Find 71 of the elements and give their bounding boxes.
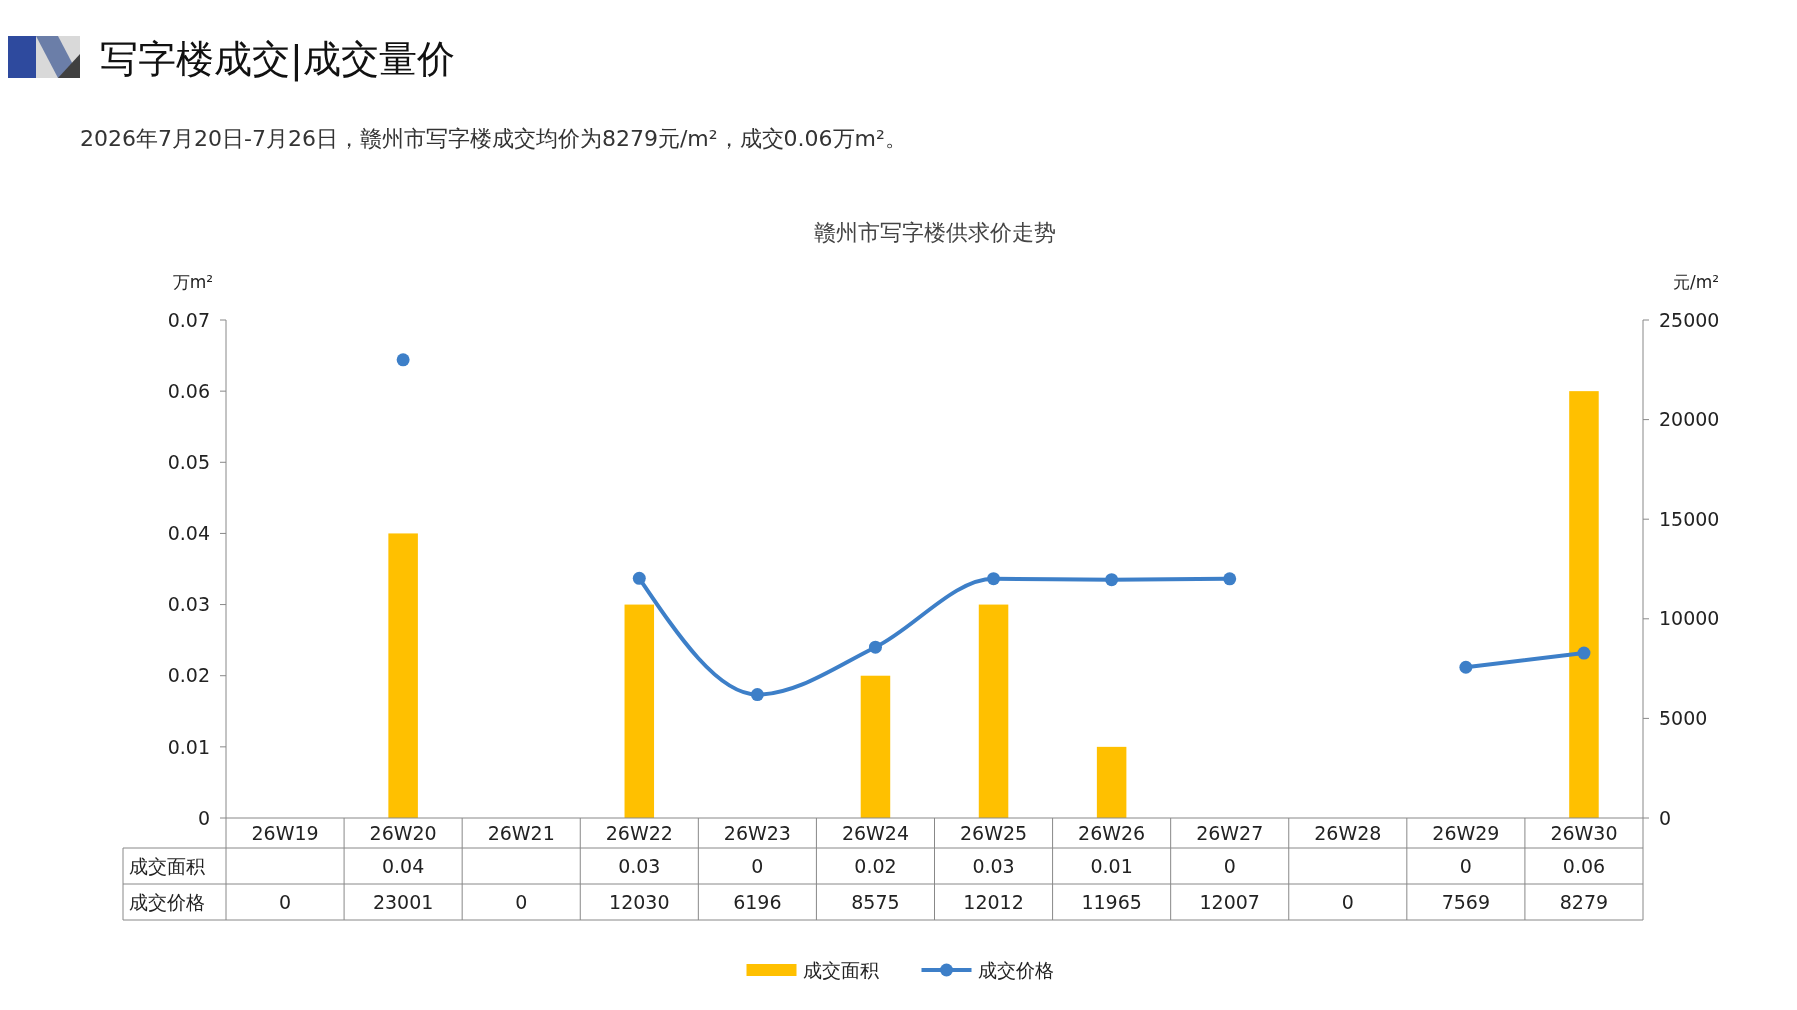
bar xyxy=(1569,391,1599,818)
data-label: 12012 xyxy=(963,890,1024,913)
x-tick-label: 26W27 xyxy=(1196,821,1264,844)
legend-label: 成交面积 xyxy=(802,958,879,981)
data-label: 0.03 xyxy=(618,854,661,877)
y-tick-label: 0.03 xyxy=(167,593,210,616)
x-tick-label: 26W20 xyxy=(369,821,437,844)
legend-label: 成交价格 xyxy=(977,958,1054,981)
x-tick-label: 26W24 xyxy=(841,821,910,844)
x-tick-label: 26W30 xyxy=(1550,821,1618,844)
data-label: 11965 xyxy=(1081,890,1142,913)
y2-tick-label: 15000 xyxy=(1659,507,1720,530)
point xyxy=(632,571,646,585)
y-tick-label: 0.04 xyxy=(167,522,210,545)
data-label: 8575 xyxy=(851,890,900,913)
data-label: 0 xyxy=(1223,854,1236,877)
y-tick-label: 0.05 xyxy=(167,450,210,473)
y-tick-label: 0.02 xyxy=(167,664,210,687)
data-label: 0.03 xyxy=(972,854,1015,877)
point xyxy=(1459,660,1473,674)
bar xyxy=(1096,746,1127,818)
y-axis-title: 万m² xyxy=(172,272,214,292)
data-label: 7569 xyxy=(1441,890,1491,913)
data-label: 0.01 xyxy=(1090,854,1133,877)
y-tick-label: 0.01 xyxy=(167,735,210,758)
text: 写字楼成交|成交量价 xyxy=(100,37,455,82)
y-tick-label: 0.06 xyxy=(167,379,210,402)
point xyxy=(1223,572,1237,586)
y2-axis-title: 元/m² xyxy=(1672,272,1720,292)
chart-title: 赣州市写字楼供求价走势 xyxy=(813,220,1056,245)
y2-tick-label: 0 xyxy=(1659,806,1672,829)
y2-tick-label: 20000 xyxy=(1659,408,1720,431)
point xyxy=(1577,646,1591,660)
x-tick-label: 26W21 xyxy=(487,821,555,844)
bar xyxy=(624,604,655,818)
data-label: 23001 xyxy=(372,890,434,913)
point xyxy=(396,353,410,367)
x-tick-label: 26W25 xyxy=(959,821,1028,844)
data-label: 0 xyxy=(751,854,764,877)
text: 成交面积 xyxy=(129,854,205,877)
data-label: 8279 xyxy=(1559,890,1609,913)
text: 成交价格 xyxy=(129,890,205,913)
y-tick-label: 0.07 xyxy=(167,308,210,331)
x-tick-label: 26W26 xyxy=(1078,821,1146,844)
data-label: 12030 xyxy=(609,890,670,913)
data-label: 0.04 xyxy=(381,854,425,877)
data-label: 12007 xyxy=(1199,890,1260,913)
data-label: 6196 xyxy=(733,890,782,913)
bar xyxy=(388,533,418,818)
x-tick-label: 26W29 xyxy=(1432,821,1500,844)
text: 0 xyxy=(1341,890,1354,913)
y2-tick-label: 25000 xyxy=(1659,308,1720,331)
bar xyxy=(860,675,891,818)
chart-subtitle: 2026年7月20日-7月26日，赣州市写字楼成交均价为8279元/m²，成交0.06万m²。 xyxy=(80,126,907,151)
point xyxy=(987,572,1001,586)
point xyxy=(1105,573,1119,587)
x-tick-label: 26W23 xyxy=(723,821,791,844)
text: 0 xyxy=(515,890,528,913)
bar xyxy=(978,604,1009,818)
data-label: 0.02 xyxy=(854,854,897,877)
data-label: 0.06 xyxy=(1562,854,1606,877)
x-tick-label: 26W28 xyxy=(1314,821,1382,844)
y2-tick-label: 5000 xyxy=(1659,707,1708,730)
x-tick-label: 26W22 xyxy=(605,821,673,844)
text: 0 xyxy=(278,890,292,913)
y-tick-label: 0 xyxy=(197,806,210,829)
x-tick-label: 26W19 xyxy=(251,821,319,844)
data-label: 0 xyxy=(1459,854,1472,877)
point xyxy=(750,688,764,702)
y2-tick-label: 10000 xyxy=(1659,607,1720,630)
point xyxy=(868,640,882,654)
